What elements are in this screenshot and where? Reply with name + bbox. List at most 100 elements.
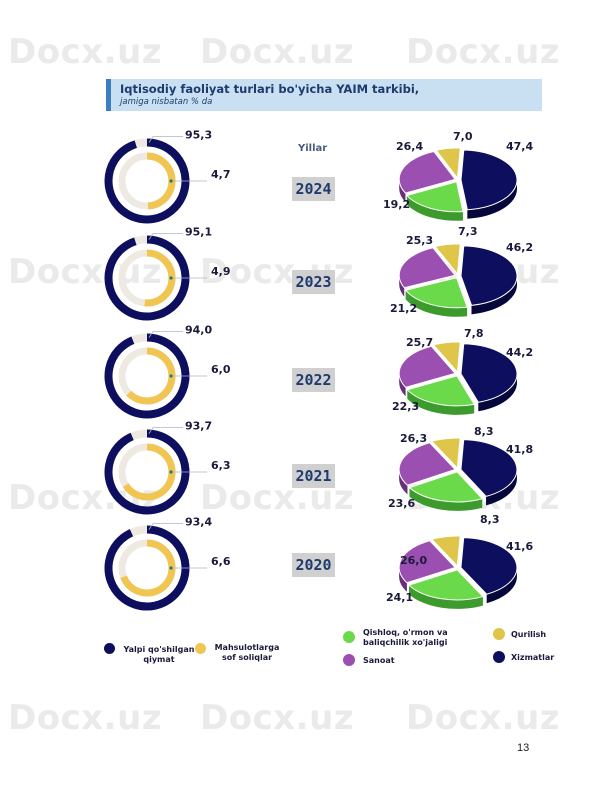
pie-slice-services-2021 — [460, 439, 518, 497]
pie-label-industry-2022: 25,7 — [406, 336, 433, 349]
pie-side-agriculture-2020 — [408, 585, 483, 609]
pie-label-services-2023: 46,2 — [506, 241, 533, 254]
donut-outer-arc-2022 — [104, 333, 190, 419]
pie-slice-construction-2021 — [430, 437, 461, 470]
data-label-taxes-2021: 6,3 — [211, 459, 231, 472]
page-number: 13 — [517, 742, 530, 754]
pie-label-industry-2023: 25,3 — [406, 234, 433, 247]
year-label-2020: 2020 — [292, 553, 335, 577]
legend-label-agriculture: Qishloq, o'rmon va baliqchilik xo'jaligi — [363, 628, 448, 647]
data-label-gdp-2024: 95,3 — [185, 129, 212, 142]
pie-slice-agriculture-2020 — [407, 569, 484, 601]
leader-line-outer-2021 — [148, 427, 183, 434]
donut-inner-arc-2022 — [126, 347, 176, 405]
leader-dot-2024 — [169, 179, 173, 183]
pie-label-agriculture-2020: 24,1 — [386, 591, 413, 604]
legend-label-gdp: Yalpi qo'shilgan qiymat — [123, 645, 195, 664]
pie-slice-industry-2024 — [398, 151, 457, 194]
pie-slice-construction-2020 — [430, 535, 461, 568]
pie-label-services-2024: 47,4 — [506, 140, 533, 153]
pie-side-industry-2022 — [399, 373, 406, 397]
pie-slice-services-2022 — [460, 343, 518, 403]
pie-side-agriculture-2022 — [407, 389, 475, 415]
legend-label-construction: Qurilish — [511, 630, 547, 639]
pie-label-industry-2021: 26,3 — [400, 432, 427, 445]
pie-slice-construction-2023 — [434, 243, 461, 276]
pie-slice-agriculture-2021 — [408, 471, 484, 503]
data-label-taxes-2023: 4,9 — [211, 265, 231, 278]
pie-side-services-2023 — [471, 275, 517, 315]
pie-slice-agriculture-2024 — [405, 181, 464, 213]
pie-label-construction-2024: 7,0 — [453, 130, 473, 143]
legend-swatch-construction — [493, 628, 505, 640]
legend-swatch-industry — [343, 654, 355, 666]
data-label-gdp-2021: 93,7 — [185, 420, 212, 433]
pie-label-services-2021: 41,8 — [506, 443, 533, 456]
leader-dot-2023 — [169, 276, 173, 280]
pie-slice-agriculture-2023 — [404, 277, 468, 309]
pie-label-agriculture-2021: 23,6 — [388, 497, 415, 510]
leader-line-outer-2023 — [148, 233, 183, 240]
pie-label-construction-2021: 8,3 — [474, 425, 494, 438]
pie-slice-construction-2022 — [432, 341, 461, 374]
chart-subtitle: jamiga nisbatan % da — [120, 97, 213, 107]
pie-side-services-2024 — [467, 179, 517, 219]
pie-slice-construction-2024 — [435, 147, 461, 180]
data-label-taxes-2022: 6,0 — [211, 363, 231, 376]
pie-side-industry-2024 — [399, 179, 406, 203]
donut-outer-arc-2023 — [104, 235, 190, 321]
pie-slice-services-2020 — [460, 537, 518, 595]
donut-outer-arc-2020 — [104, 525, 190, 611]
pie-label-services-2020: 41,6 — [506, 540, 533, 553]
pie-slice-industry-2020 — [398, 540, 457, 584]
pie-slice-industry-2021 — [398, 442, 457, 486]
year-label-2024: 2024 — [292, 177, 335, 201]
data-label-taxes-2020: 6,6 — [211, 555, 231, 568]
pie-slice-industry-2023 — [398, 247, 457, 289]
pie-side-agriculture-2023 — [405, 290, 468, 317]
chart-header: Iqtisodiy faoliyat turlari bo'yicha YAIM… — [106, 79, 542, 111]
year-label-2021: 2021 — [292, 464, 335, 488]
donut-inner-arc-2021 — [122, 443, 176, 501]
years-label: Yillar — [298, 143, 328, 154]
pie-label-industry-2020: 26,0 — [400, 554, 427, 567]
legend-swatch-gdp — [104, 643, 115, 654]
pie-side-services-2021 — [486, 469, 517, 506]
pie-label-construction-2022: 7,8 — [464, 327, 484, 340]
pie-side-agriculture-2021 — [409, 487, 483, 511]
leader-dot-2021 — [169, 470, 173, 474]
pie-side-industry-2023 — [399, 275, 405, 297]
pie-slice-services-2023 — [460, 245, 518, 306]
leader-dot-2020 — [169, 566, 173, 570]
pie-side-industry-2020 — [399, 567, 407, 592]
legend-label-taxes: Mahsulotlarga sof soliqlar — [214, 643, 280, 662]
leader-line-outer-2024 — [148, 136, 183, 143]
donut-inner-arc-2020 — [120, 539, 176, 597]
year-label-2023: 2023 — [292, 270, 335, 294]
donut-outer-arc-2024 — [104, 138, 190, 224]
legend-swatch-agriculture — [343, 631, 355, 643]
donut-outer-arc-2021 — [104, 429, 190, 515]
data-label-gdp-2020: 93,4 — [185, 516, 212, 529]
pie-label-agriculture-2024: 19,2 — [383, 198, 410, 211]
pie-label-agriculture-2023: 21,2 — [390, 302, 417, 315]
year-label-2022: 2022 — [292, 368, 335, 392]
pie-side-agriculture-2024 — [406, 195, 463, 221]
legend-label-industry: Sanoat — [363, 656, 395, 665]
pie-side-services-2022 — [478, 373, 517, 412]
pie-label-industry-2024: 26,4 — [396, 140, 423, 153]
data-label-taxes-2024: 4,7 — [211, 168, 231, 181]
legend-label-services: Xizmatlar — [511, 653, 555, 662]
pie-label-construction-2020: 8,3 — [480, 513, 500, 526]
pie-label-services-2022: 44,2 — [506, 346, 533, 359]
pie-label-construction-2023: 7,3 — [458, 225, 478, 238]
pie-side-services-2020 — [486, 567, 517, 604]
pie-slice-agriculture-2022 — [406, 375, 475, 407]
pie-slice-services-2024 — [460, 149, 518, 211]
legend-swatch-services — [493, 651, 505, 663]
chart-title: Iqtisodiy faoliyat turlari bo'yicha YAIM… — [120, 82, 420, 96]
leader-line-outer-2022 — [148, 331, 183, 338]
pie-slice-industry-2022 — [398, 345, 457, 388]
pie-side-industry-2021 — [399, 469, 408, 495]
